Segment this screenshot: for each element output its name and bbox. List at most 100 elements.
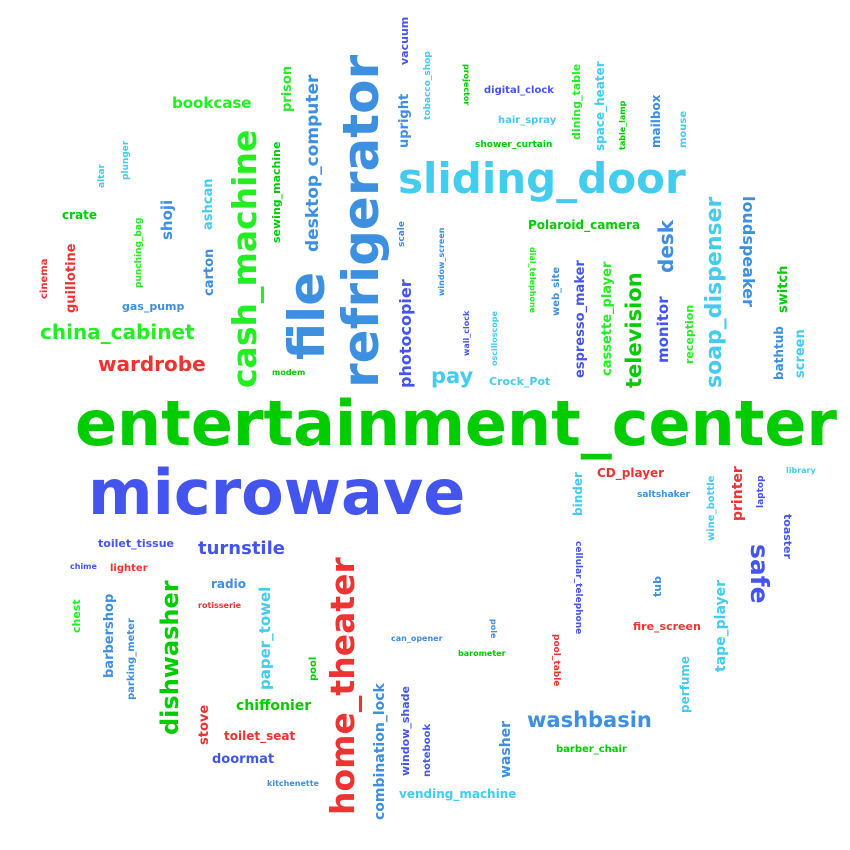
word-mouse: mouse [678,110,689,148]
word-gas-pump: gas_pump [122,300,185,313]
word-home-theater: home_theater [323,557,362,815]
word-guillotine: guillotine [64,243,79,313]
word-sewing-machine: sewing_machine [270,141,283,243]
word-digital-clock: digital_clock [484,85,554,96]
word-upright: upright [397,93,412,148]
word-safe: safe [745,544,774,604]
word-table-lamp: table_lamp [618,100,627,150]
word-refrigerator: refrigerator [332,54,390,388]
word-crock-pot: Crock_Pot [489,375,551,388]
word-shoji: shoji [158,199,176,240]
word-pole: pole [489,619,498,639]
word-ashcan: ashcan [201,178,216,231]
word-cellular-telephone: cellular_telephone [573,541,583,635]
word-chiffonier: chiffonier [236,698,312,714]
word-dial-telephone: dial_telephone [528,247,537,314]
word-plunger: plunger [121,140,131,180]
word-stove: stove [197,704,212,745]
word-screen: screen [793,329,808,378]
word-loudspeaker: loudspeaker [739,196,758,307]
word-pay: pay [431,364,474,388]
word-desk: desk [654,219,678,273]
word-monitor: monitor [654,296,672,363]
word-space-heater: space_heater [593,61,607,151]
word-turnstile: turnstile [198,538,285,559]
word-notebook: notebook [422,723,433,777]
word-punching-bag: punching_bag [134,217,144,288]
word-projector: projector [462,64,471,106]
word-laptop: laptop [756,475,766,508]
word-prison: prison [280,65,295,112]
word-chest: chest [70,599,83,633]
word-binder: binder [571,472,585,516]
word-tobacco-shop: tobacco_shop [423,51,433,120]
word-paper-towel: paper_towel [256,586,274,690]
word-chime: chime [70,562,97,571]
word-shower-curtain: shower_curtain [475,140,553,150]
word-cinema: cinema [39,258,50,299]
word-sliding-door: sliding_door [398,154,686,203]
word-vacuum: vacuum [398,16,411,65]
word-reception: reception [683,304,696,364]
word-window-screen: window_screen [437,227,446,296]
word-cash-machine: cash_machine [225,129,264,388]
word-altar: altar [97,164,107,188]
word-desktop-computer: desktop_computer [303,74,323,252]
word-wardrobe: wardrobe [98,352,206,376]
word-washer: washer [498,720,514,778]
word-lighter: lighter [110,563,148,574]
word-photocopier: photocopier [396,279,415,388]
word-barometer: barometer [458,649,506,658]
word-cassette-player: cassette_player [600,261,615,376]
word-soap-dispenser: soap_dispenser [702,196,727,388]
word-cd-player: CD_player [597,466,665,480]
word-dishwasher: dishwasher [156,580,184,735]
word-pool: pool [308,656,319,681]
word-vending-machine: vending_machine [399,787,517,801]
word-parking-meter: parking_meter [126,618,137,700]
word-doormat: doormat [212,752,275,767]
word-barber-chair: barber_chair [556,744,627,755]
word-tape-player: tape_player [713,579,729,672]
word-window-shade: window_shade [399,686,412,776]
word-perfume: perfume [678,655,692,713]
word-dining-table: dining_table [570,63,583,140]
word-bookcase: bookcase [172,94,252,112]
word-kitchenette: kitchenette [267,779,319,788]
word-saltshaker: saltshaker [637,490,690,500]
word-bathtub: bathtub [772,326,786,380]
word-printer: printer [730,466,746,521]
word-wall-clock: wall_clock [462,310,471,356]
word-polaroid-camera: Polaroid_camera [528,218,640,232]
word-fire-screen: fire_screen [633,620,701,633]
word-microwave: microwave [88,456,466,529]
word-library: library [786,466,816,475]
word-web-site: web_site [551,266,562,316]
word-radio: radio [211,577,246,591]
word-scale: scale [397,221,407,247]
word-crate: crate [62,208,98,222]
word-espresso-maker: espresso_maker [573,260,588,378]
word-toilet-seat: toilet_seat [224,729,296,743]
word-file: file [278,271,336,360]
word-pool-table: pool_table [551,634,561,687]
word-toaster: toaster [781,514,794,559]
word-rotisserie: rotisserie [198,601,242,610]
word-entertainment-center: entertainment_center [75,387,837,460]
word-tub: tub [651,576,664,597]
word-switch: switch [776,265,791,313]
word-television: television [622,272,646,388]
word-china-cabinet: china_cabinet [40,320,195,344]
word-mailbox: mailbox [649,94,663,148]
word-washbasin: washbasin [527,708,652,732]
word-can-opener: can_opener [391,634,443,643]
word-modem: modem [272,368,306,377]
word-toilet-tissue: toilet_tissue [98,537,174,550]
word-combination-lock: combination_lock [372,683,388,820]
word-carton: carton [202,248,217,296]
word-hair-spray: hair_spray [498,115,557,126]
word-wine-bottle: wine_bottle [706,475,717,541]
word-barbershop: barbershop [102,593,117,678]
word-oscilloscope: oscilloscope [490,311,499,366]
